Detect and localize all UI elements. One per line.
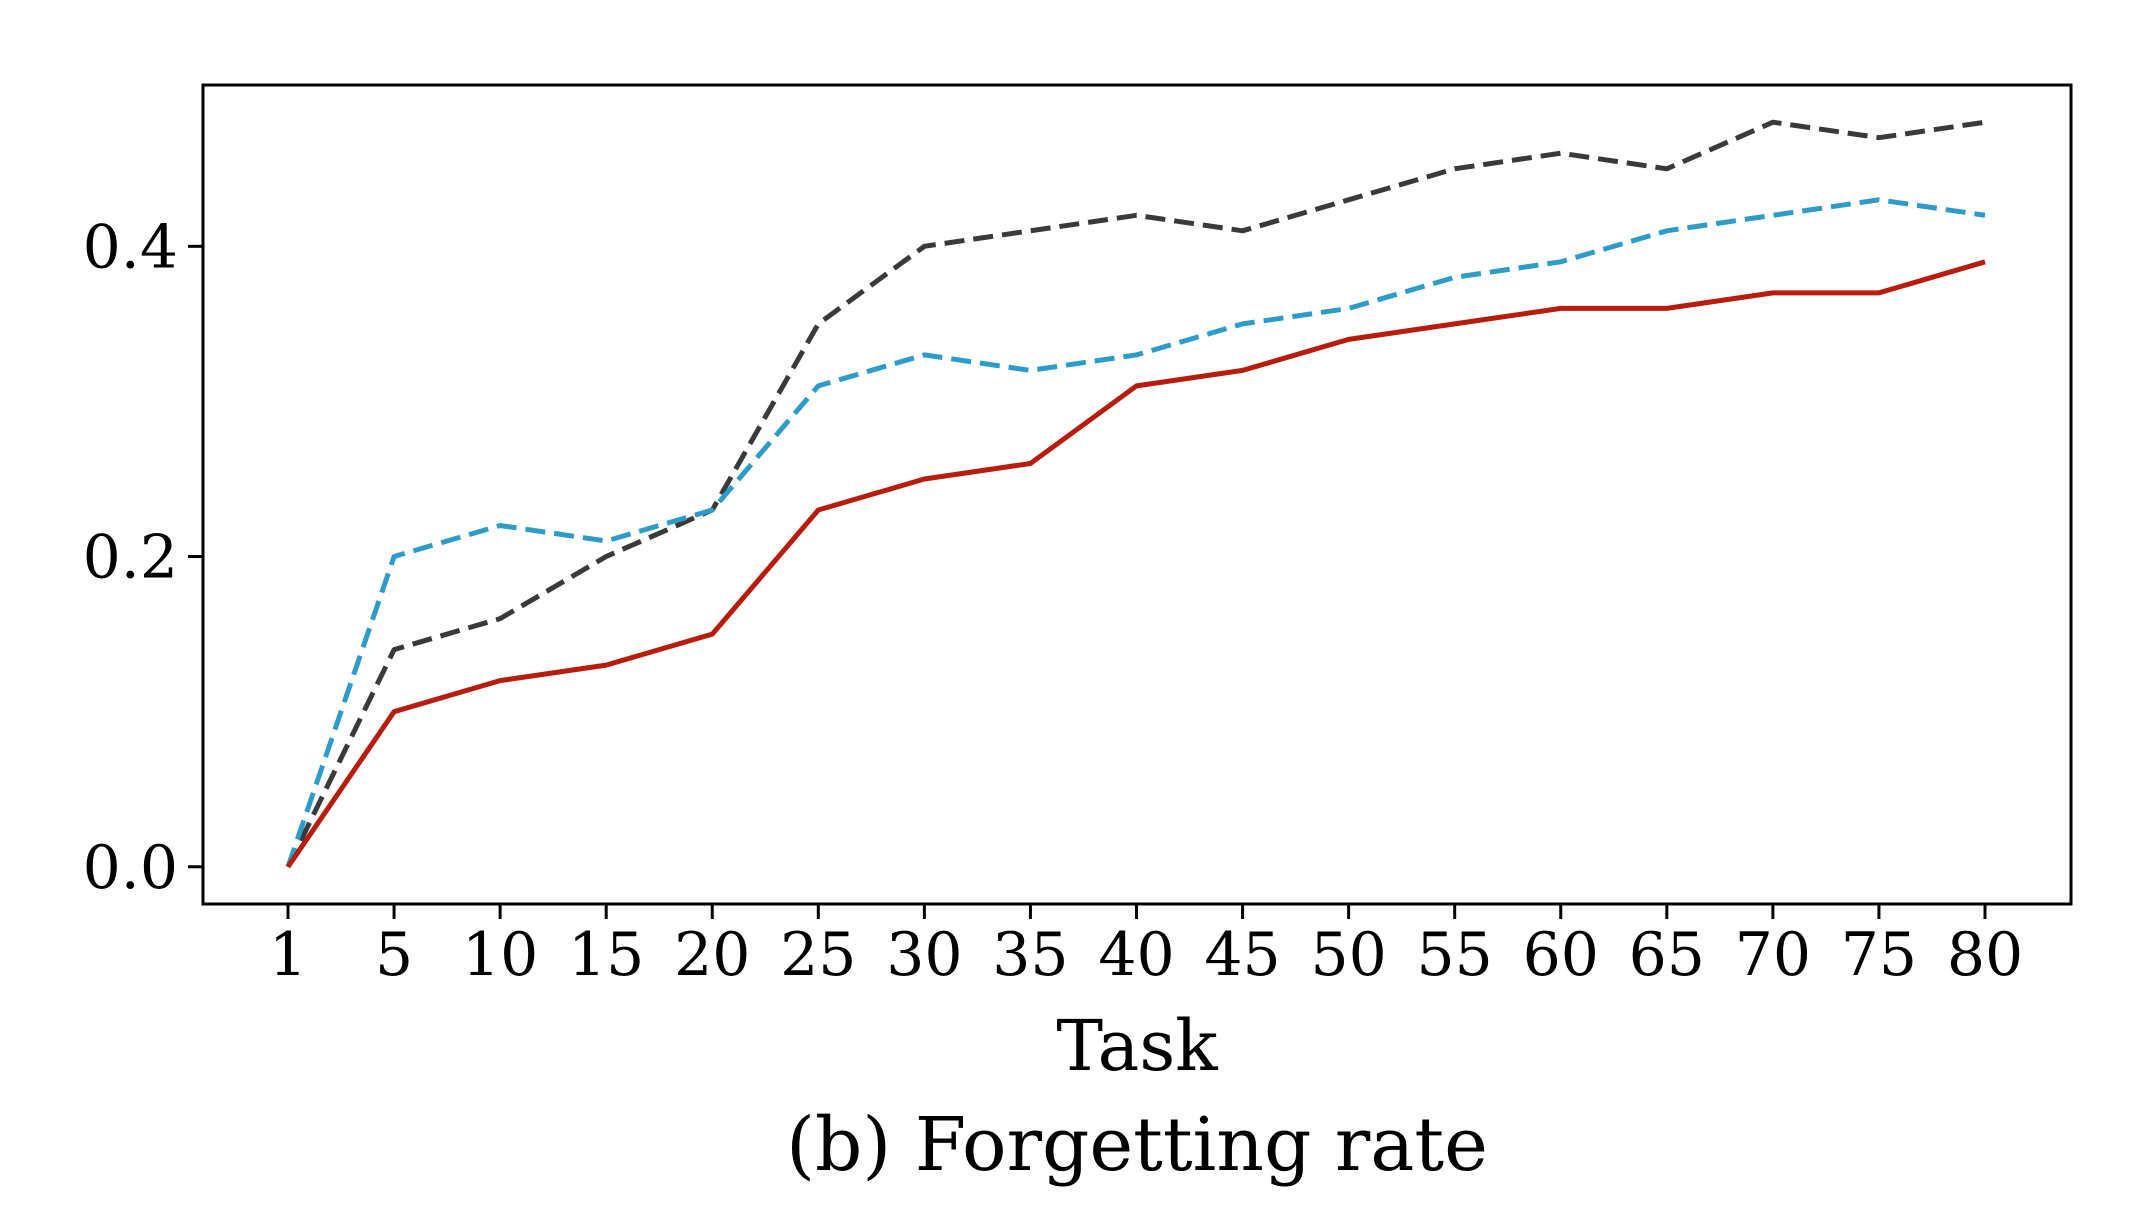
- series-line-1: [285, 119, 1986, 868]
- x-tick-label: 25: [780, 920, 856, 990]
- x-tick-label: 15: [568, 920, 644, 990]
- x-tick-label: 80: [1947, 920, 2023, 990]
- x-tick-label: 55: [1417, 920, 1493, 990]
- x-tick-label: 1: [269, 920, 307, 990]
- y-axis: 0.0 0.2 0.4: [83, 212, 203, 903]
- series-layer: [285, 119, 1986, 869]
- x-axis-title: Task: [1056, 1005, 1218, 1087]
- x-tick-label: 5: [375, 920, 413, 990]
- x-tick-label: 75: [1841, 920, 1917, 990]
- series-line-2: [285, 197, 1986, 868]
- x-tick-label: 50: [1310, 920, 1386, 990]
- x-tick-label: 30: [886, 920, 962, 990]
- x-tick-label: 70: [1735, 920, 1811, 990]
- x-tick-label: 35: [992, 920, 1068, 990]
- y-tick-label: 0.0: [83, 833, 178, 903]
- x-tick-label: 10: [462, 920, 538, 990]
- chart-caption: (b) Forgetting rate: [786, 1102, 1488, 1188]
- plot-frame: [201, 83, 2073, 906]
- x-tick-label: 20: [674, 920, 750, 990]
- x-tick-label: 60: [1523, 920, 1599, 990]
- x-axis: 1 5 10 15 20 25 30 35 40 45 50 55 60 65 70 75 80: [269, 904, 2023, 990]
- series-line-3: [285, 259, 1986, 869]
- y-tick-label: 0.4: [83, 212, 178, 282]
- y-tick-label: 0.2: [83, 523, 178, 593]
- x-tick-label: 45: [1204, 920, 1280, 990]
- x-tick-label: 40: [1098, 920, 1174, 990]
- x-tick-label: 65: [1629, 920, 1705, 990]
